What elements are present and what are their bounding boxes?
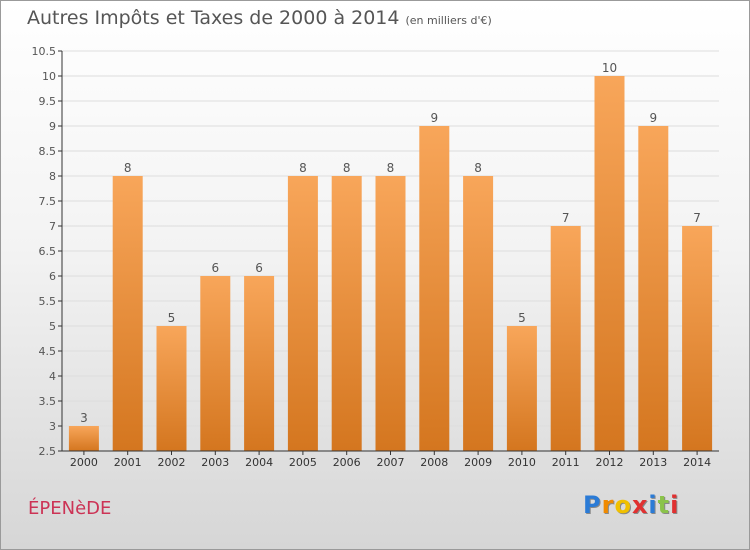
logo-letter: x bbox=[631, 491, 649, 519]
y-tick-label: 6 bbox=[49, 270, 56, 283]
x-tick-label: 2011 bbox=[552, 456, 580, 469]
logo-letter: i bbox=[648, 491, 658, 519]
y-tick-label: 10.5 bbox=[32, 45, 57, 58]
x-tick-label: 2005 bbox=[289, 456, 317, 469]
bar bbox=[244, 276, 275, 451]
data-label: 6 bbox=[211, 261, 219, 275]
y-tick-label: 3 bbox=[49, 420, 56, 433]
y-tick-label: 9 bbox=[49, 120, 56, 133]
x-tick-label: 2009 bbox=[464, 456, 492, 469]
commune-name: ÉPENèDE bbox=[28, 498, 112, 519]
proxiti-logo: Proxiti bbox=[583, 491, 679, 519]
x-tick-label: 2000 bbox=[70, 456, 98, 469]
logo-letter: P bbox=[583, 491, 602, 519]
y-tick-label: 5.5 bbox=[39, 295, 57, 308]
y-tick-label: 10 bbox=[42, 70, 56, 83]
y-tick-label: 7 bbox=[49, 220, 56, 233]
logo-letter: r bbox=[601, 491, 615, 519]
x-tick-label: 2001 bbox=[114, 456, 142, 469]
x-tick-label: 2002 bbox=[158, 456, 186, 469]
bar bbox=[594, 76, 625, 451]
logo-letter: o bbox=[614, 491, 632, 519]
data-label: 6 bbox=[255, 261, 263, 275]
x-tick-label: 2012 bbox=[596, 456, 624, 469]
data-label: 9 bbox=[649, 111, 657, 125]
y-tick-label: 2.5 bbox=[39, 445, 57, 458]
bar bbox=[419, 126, 450, 451]
bar bbox=[68, 426, 99, 451]
bar bbox=[682, 226, 713, 451]
data-label: 8 bbox=[343, 161, 351, 175]
y-tick-label: 8.5 bbox=[39, 145, 57, 158]
y-tick-label: 4 bbox=[49, 370, 56, 383]
axes: 2.5 3 3.5 4 4.5 5 5.5 6 6.5 7 7.5 8 8.5 9 9.5 10 10.5 200… bbox=[32, 45, 719, 469]
bar bbox=[287, 176, 318, 451]
data-label: 5 bbox=[518, 311, 526, 325]
logo-letter: t bbox=[657, 491, 671, 519]
data-label: 3 bbox=[80, 411, 88, 425]
y-tick-label: 7.5 bbox=[39, 195, 57, 208]
x-tick-label: 2010 bbox=[508, 456, 536, 469]
bar bbox=[550, 226, 581, 451]
logo-letter: i bbox=[670, 491, 680, 519]
bar bbox=[463, 176, 494, 451]
chart-title-text: Autres Impôts et Taxes de 2000 à 2014 bbox=[27, 7, 400, 29]
y-tick-label: 9.5 bbox=[39, 95, 57, 108]
y-tick-label: 5 bbox=[49, 320, 56, 333]
unit-note: (en milliers d'€) bbox=[405, 14, 492, 27]
x-tick-label: 2008 bbox=[420, 456, 448, 469]
x-tick-label: 2007 bbox=[377, 456, 405, 469]
y-tick-label: 4.5 bbox=[39, 345, 57, 358]
data-label: 7 bbox=[693, 211, 701, 225]
data-label: 8 bbox=[299, 161, 307, 175]
bar bbox=[638, 126, 669, 451]
bar bbox=[200, 276, 231, 451]
x-tick-label: 2003 bbox=[201, 456, 229, 469]
data-label: 8 bbox=[474, 161, 482, 175]
chart-title: Autres Impôts et Taxes de 2000 à 2014 (en… bbox=[27, 7, 492, 29]
data-label: 5 bbox=[168, 311, 176, 325]
y-tick-label: 6.5 bbox=[39, 245, 57, 258]
bar bbox=[156, 326, 187, 451]
bar bbox=[112, 176, 143, 451]
data-label: 9 bbox=[430, 111, 438, 125]
bar bbox=[375, 176, 406, 451]
data-label: 8 bbox=[124, 161, 132, 175]
data-label: 7 bbox=[562, 211, 570, 225]
y-tick-label: 8 bbox=[49, 170, 56, 183]
x-tick-label: 2013 bbox=[639, 456, 667, 469]
data-label: 10 bbox=[602, 61, 617, 75]
data-label: 8 bbox=[387, 161, 395, 175]
x-tick-label: 2006 bbox=[333, 456, 361, 469]
bar bbox=[331, 176, 362, 451]
x-tick-label: 2014 bbox=[683, 456, 711, 469]
x-tick-label: 2004 bbox=[245, 456, 273, 469]
y-tick-label: 3.5 bbox=[39, 395, 57, 408]
bars: 3 8 5 6 6 8 8 8 9 8 5 7 10 9 7 bbox=[68, 61, 713, 451]
bar bbox=[506, 326, 537, 451]
